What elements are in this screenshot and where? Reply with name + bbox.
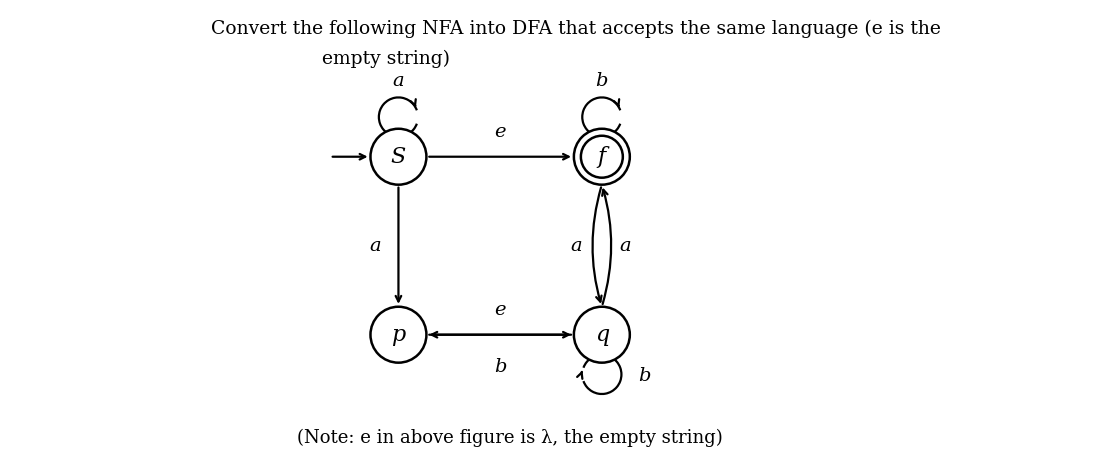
Text: b: b	[494, 357, 507, 376]
Text: e: e	[495, 123, 506, 142]
Text: (Note: e in above figure is λ, the empty string): (Note: e in above figure is λ, the empty…	[296, 428, 723, 446]
Text: a: a	[570, 237, 582, 255]
Text: e: e	[495, 302, 506, 320]
Text: S: S	[391, 146, 406, 168]
Text: empty string): empty string)	[322, 50, 450, 68]
Text: q: q	[595, 324, 609, 346]
Text: a: a	[392, 72, 404, 90]
Text: b: b	[595, 72, 608, 90]
Circle shape	[574, 307, 630, 363]
Text: b: b	[638, 367, 650, 385]
Text: f: f	[597, 146, 606, 168]
Circle shape	[370, 129, 426, 185]
Circle shape	[574, 129, 630, 185]
Text: a: a	[619, 237, 631, 255]
Text: p: p	[391, 324, 406, 346]
Text: Convert the following NFA into DFA that accepts the same language (e is the: Convert the following NFA into DFA that …	[212, 20, 941, 38]
Text: a: a	[369, 237, 380, 255]
Circle shape	[370, 307, 426, 363]
